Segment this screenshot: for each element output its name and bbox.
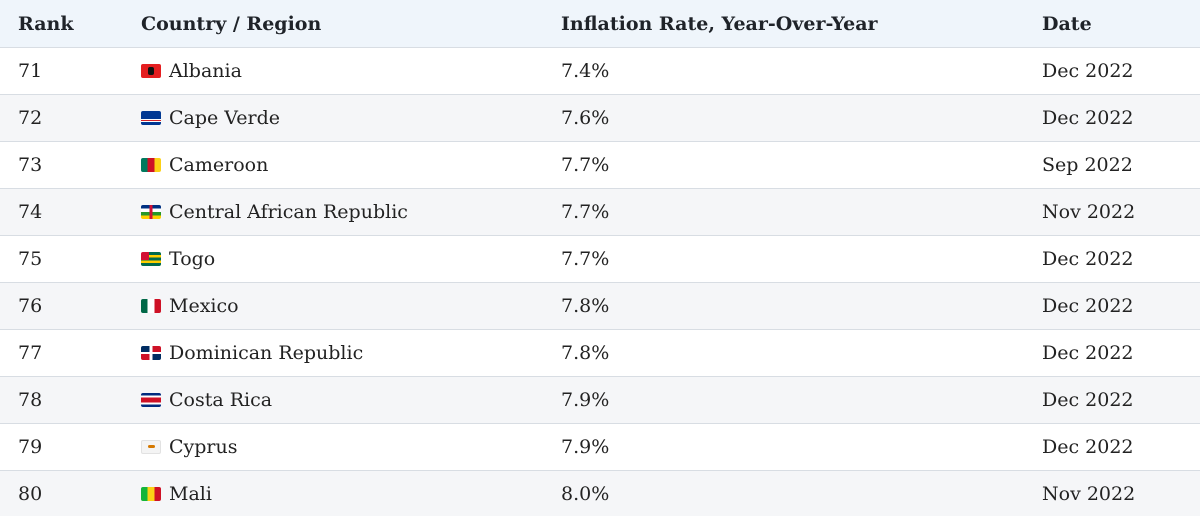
country-column-header[interactable]: Country / Region — [141, 12, 322, 35]
rank-cell: 71 — [18, 60, 43, 82]
header-row: Rank Country / Region Inflation Rate, Ye… — [0, 0, 1200, 48]
inflation-rate-cell: 7.7% — [561, 154, 610, 176]
date-cell: Nov 2022 — [1042, 483, 1136, 505]
table-row: 79 Cyprus 7.9% Dec 2022 — [0, 423, 1200, 471]
table-row: 74 Central African Republic 7.7% Nov 202… — [0, 188, 1200, 236]
country-cell: Cape Verde — [123, 95, 543, 142]
country-name[interactable]: Cameroon — [169, 154, 269, 176]
albania-flag-icon — [141, 64, 161, 78]
inflation-rate-cell: 7.4% — [561, 60, 610, 82]
country-name[interactable]: Dominican Republic — [169, 342, 364, 364]
date-column-header[interactable]: Date — [1042, 12, 1092, 35]
country-name[interactable]: Mali — [169, 483, 212, 505]
date-cell: Dec 2022 — [1042, 342, 1134, 364]
central-african-republic-flag-icon — [141, 205, 161, 219]
country-cell: Central African Republic — [123, 189, 543, 236]
country-name[interactable]: Central African Republic — [169, 201, 408, 223]
date-cell: Dec 2022 — [1042, 60, 1134, 82]
cape-verde-flag-icon — [141, 111, 161, 125]
table-row: 78 Costa Rica 7.9% Dec 2022 — [0, 376, 1200, 424]
rank-cell: 75 — [18, 248, 43, 270]
country-cell: Togo — [123, 236, 543, 283]
rank-cell: 73 — [18, 154, 43, 176]
table-header: Rank Country / Region Inflation Rate, Ye… — [0, 0, 1200, 48]
date-cell: Dec 2022 — [1042, 295, 1134, 317]
rank-cell: 80 — [18, 483, 43, 505]
rank-cell: 79 — [18, 436, 43, 458]
date-cell: Dec 2022 — [1042, 248, 1134, 270]
inflation-rate-cell: 7.9% — [561, 436, 610, 458]
table-row: 80 Mali 8.0% Nov 2022 — [0, 470, 1200, 516]
date-cell: Dec 2022 — [1042, 389, 1134, 411]
country-cell: Dominican Republic — [123, 330, 543, 377]
country-name[interactable]: Cape Verde — [169, 107, 281, 129]
country-cell: Costa Rica — [123, 377, 543, 424]
table-row: 73 Cameroon 7.7% Sep 2022 — [0, 141, 1200, 189]
date-cell: Sep 2022 — [1042, 154, 1133, 176]
costa-rica-flag-icon — [141, 393, 161, 407]
table-body: 71 Albania 7.4% Dec 2022 72 Cape Verde 7… — [0, 47, 1200, 516]
country-name[interactable]: Costa Rica — [169, 389, 273, 411]
country-name[interactable]: Albania — [169, 60, 242, 82]
inflation-rate-cell: 7.8% — [561, 295, 610, 317]
table-row: 77 Dominican Republic 7.8% Dec 2022 — [0, 329, 1200, 377]
inflation-rate-cell: 7.7% — [561, 201, 610, 223]
country-name[interactable]: Togo — [169, 248, 216, 270]
country-name[interactable]: Cyprus — [169, 436, 238, 458]
rank-cell: 77 — [18, 342, 43, 364]
cyprus-flag-icon — [141, 440, 161, 454]
cameroon-flag-icon — [141, 158, 161, 172]
rank-cell: 74 — [18, 201, 43, 223]
inflation-rate-cell: 7.9% — [561, 389, 610, 411]
inflation-rate-cell: 8.0% — [561, 483, 610, 505]
inflation-rate-cell: 7.8% — [561, 342, 610, 364]
dominican-republic-flag-icon — [141, 346, 161, 360]
country-cell: Mali — [123, 471, 543, 516]
togo-flag-icon — [141, 252, 161, 266]
mali-flag-icon — [141, 487, 161, 501]
country-cell: Cameroon — [123, 142, 543, 189]
inflation-rate-cell: 7.7% — [561, 248, 610, 270]
country-cell: Albania — [123, 48, 543, 95]
date-cell: Dec 2022 — [1042, 436, 1134, 458]
country-cell: Mexico — [123, 283, 543, 330]
table-row: 76 Mexico 7.8% Dec 2022 — [0, 282, 1200, 330]
rank-cell: 76 — [18, 295, 43, 317]
country-name[interactable]: Mexico — [169, 295, 239, 317]
country-cell: Cyprus — [123, 424, 543, 471]
rate-column-header[interactable]: Inflation Rate, Year-Over-Year — [561, 12, 878, 35]
date-cell: Dec 2022 — [1042, 107, 1134, 129]
inflation-rate-cell: 7.6% — [561, 107, 610, 129]
rank-cell: 72 — [18, 107, 43, 129]
table-row: 75 Togo 7.7% Dec 2022 — [0, 235, 1200, 283]
date-cell: Nov 2022 — [1042, 201, 1136, 223]
rank-cell: 78 — [18, 389, 43, 411]
table-row: 71 Albania 7.4% Dec 2022 — [0, 47, 1200, 95]
table-row: 72 Cape Verde 7.6% Dec 2022 — [0, 94, 1200, 142]
mexico-flag-icon — [141, 299, 161, 313]
rank-column-header[interactable]: Rank — [18, 12, 74, 35]
